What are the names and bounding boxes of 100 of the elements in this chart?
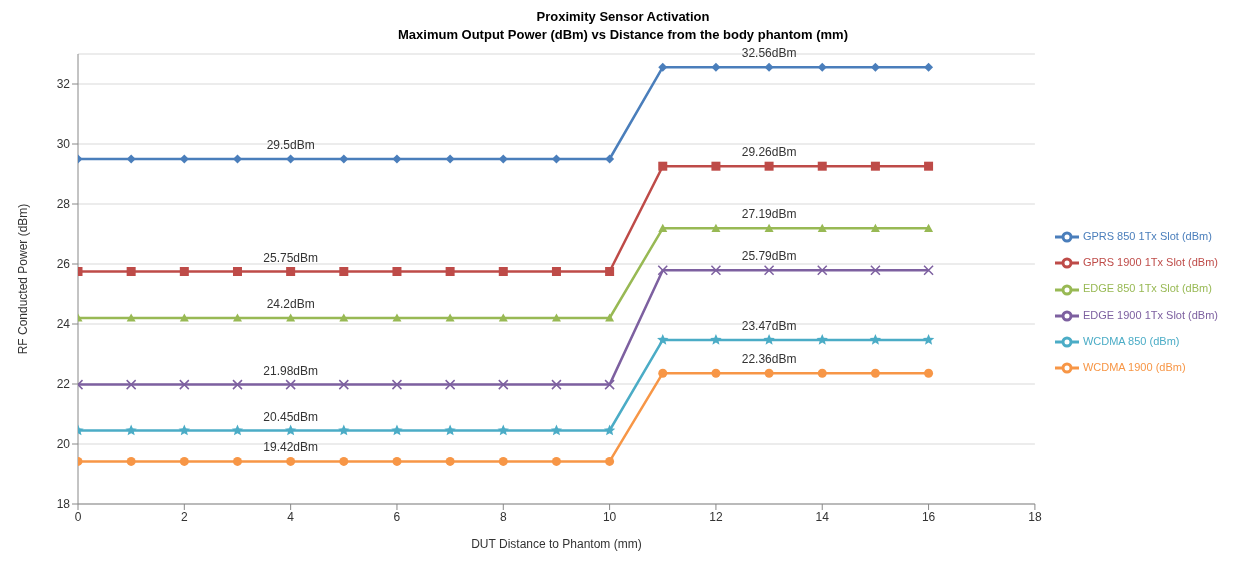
point bbox=[817, 368, 827, 378]
point bbox=[125, 424, 137, 436]
point bbox=[658, 223, 668, 232]
point bbox=[924, 223, 934, 232]
point bbox=[339, 267, 349, 276]
point bbox=[870, 62, 880, 72]
point bbox=[497, 424, 509, 436]
point bbox=[551, 379, 562, 390]
y-tick-label: 26 bbox=[56, 257, 71, 272]
point bbox=[550, 424, 563, 436]
x-tick-label: 10 bbox=[602, 509, 617, 524]
x-tick-label: 4 bbox=[287, 509, 295, 524]
point bbox=[339, 154, 349, 164]
legend-label: WCDMA 850 (dBm) bbox=[1082, 334, 1180, 347]
point bbox=[498, 313, 508, 322]
point bbox=[338, 424, 350, 436]
data-label: 32.56dBm bbox=[741, 46, 797, 61]
point bbox=[339, 313, 349, 322]
point bbox=[551, 313, 561, 322]
point bbox=[286, 313, 296, 322]
point bbox=[924, 368, 934, 378]
point bbox=[444, 424, 456, 436]
data-label: 25.75dBm bbox=[263, 250, 318, 265]
x-tick-label: 18 bbox=[1028, 509, 1042, 524]
point bbox=[657, 333, 669, 345]
point bbox=[764, 161, 774, 171]
point bbox=[498, 456, 508, 466]
point bbox=[711, 62, 721, 72]
point bbox=[232, 379, 243, 390]
point bbox=[605, 267, 615, 276]
point bbox=[392, 154, 402, 164]
point bbox=[817, 161, 827, 171]
y-tick-label: 32 bbox=[56, 77, 71, 92]
legend-label: GPRS 850 1Tx Slot (dBm) bbox=[1082, 230, 1212, 243]
point bbox=[711, 161, 721, 171]
point bbox=[870, 223, 880, 232]
point bbox=[870, 161, 880, 171]
data-label: 27.19dBm bbox=[741, 207, 797, 222]
point bbox=[126, 313, 136, 322]
legend-label: EDGE 1900 1Tx Slot (dBm) bbox=[1082, 308, 1218, 321]
data-label: 24.2dBm bbox=[266, 297, 315, 311]
point bbox=[924, 161, 934, 171]
x-tick-label: 12 bbox=[709, 509, 723, 524]
point bbox=[817, 62, 827, 72]
point bbox=[658, 161, 668, 171]
point bbox=[869, 333, 882, 345]
point bbox=[232, 267, 242, 276]
point bbox=[179, 456, 189, 466]
point bbox=[392, 267, 402, 276]
point bbox=[338, 379, 350, 390]
y-tick-label: 30 bbox=[56, 137, 71, 152]
x-tick-label: 8 bbox=[499, 509, 507, 524]
data-label: 23.47dBm bbox=[741, 318, 797, 333]
point bbox=[126, 154, 136, 164]
point bbox=[605, 456, 615, 466]
point bbox=[445, 267, 455, 276]
point bbox=[126, 267, 136, 276]
x-tick-label: 0 bbox=[74, 509, 82, 524]
x-tick-label: 2 bbox=[180, 509, 188, 524]
point bbox=[923, 265, 934, 276]
point bbox=[445, 154, 455, 164]
point bbox=[605, 313, 615, 322]
point bbox=[232, 456, 242, 466]
point bbox=[286, 267, 296, 276]
point bbox=[445, 313, 455, 322]
point bbox=[710, 333, 722, 345]
data-label: 25.79dBm bbox=[741, 249, 797, 264]
point bbox=[285, 379, 296, 390]
point bbox=[445, 456, 455, 466]
point bbox=[126, 456, 136, 466]
point bbox=[498, 267, 508, 276]
x-tick-label: 16 bbox=[921, 509, 936, 524]
legend-label: EDGE 850 1Tx Slot (dBm) bbox=[1082, 282, 1212, 295]
point bbox=[657, 265, 669, 276]
point bbox=[232, 313, 242, 322]
point bbox=[391, 379, 403, 390]
point bbox=[179, 313, 189, 322]
point bbox=[816, 333, 828, 345]
point bbox=[392, 313, 402, 322]
point bbox=[763, 265, 775, 276]
point bbox=[604, 379, 615, 390]
point bbox=[658, 62, 668, 72]
y-tick-label: 28 bbox=[56, 197, 71, 212]
chart-title: Proximity Sensor Activation bbox=[535, 8, 711, 26]
point bbox=[444, 379, 456, 390]
point bbox=[924, 62, 934, 72]
point bbox=[391, 424, 403, 436]
point bbox=[870, 265, 881, 276]
point bbox=[764, 223, 774, 232]
point bbox=[658, 368, 668, 378]
x-tick-label: 6 bbox=[393, 509, 401, 524]
legend-label: GPRS 1900 1Tx Slot (dBm) bbox=[1082, 256, 1218, 269]
point bbox=[870, 368, 880, 378]
point bbox=[231, 424, 244, 436]
y-tick-label: 20 bbox=[56, 437, 71, 452]
data-label: 20.45dBm bbox=[263, 409, 318, 424]
point bbox=[179, 267, 189, 276]
y-axis-title: RF Conducted Power (dBm) bbox=[16, 203, 31, 355]
point bbox=[764, 62, 774, 72]
point bbox=[603, 424, 616, 436]
